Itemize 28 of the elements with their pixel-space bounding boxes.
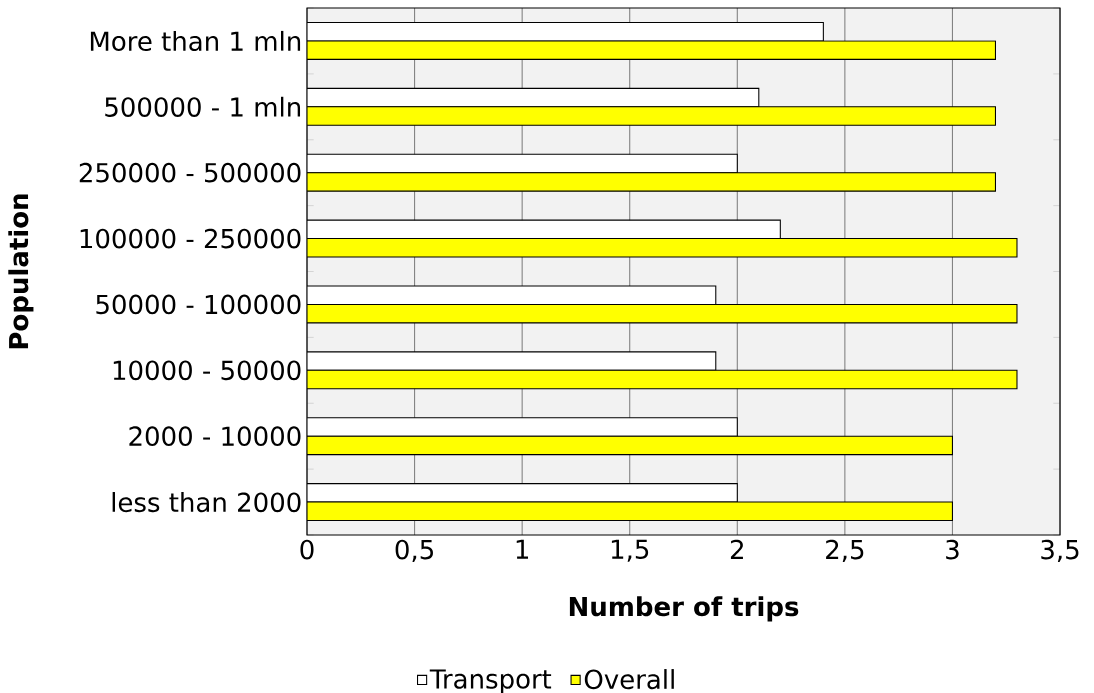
x-tick-label: 3 [946, 539, 959, 560]
y-tick-label: More than 1 mln [90, 30, 301, 52]
x-tick-label: 1,5 [611, 539, 649, 562]
bar [307, 40, 997, 60]
y-tick-label: 2000 - 10000 [129, 426, 301, 447]
bar [307, 106, 997, 126]
x-axis-title: Number of trips [569, 596, 799, 622]
y-tick-label: 250000 - 500000 [79, 162, 301, 183]
bar [307, 238, 1018, 258]
y-tick-label: 500000 - 1 mln [105, 96, 301, 117]
x-tick-label: 0,5 [395, 539, 433, 563]
y-tick-label: 100000 - 250000 [80, 228, 301, 249]
bar [307, 501, 953, 522]
legend-label: Overall [584, 669, 674, 690]
x-tick-label: 2 [730, 539, 743, 560]
x-tick-label: 2,5 [826, 539, 864, 563]
legend-label: Transport [429, 669, 552, 693]
bar [307, 435, 953, 456]
y-tick-label: less than 2000 [112, 492, 301, 513]
bar [307, 369, 1018, 390]
x-tick-label: 1 [516, 539, 529, 559]
y-tick-label: 50000 - 100000 [96, 294, 301, 315]
y-axis-title: Population [8, 194, 34, 349]
x-tick-label: 3,5 [1041, 539, 1079, 563]
x-tick-label: 0 [300, 539, 314, 560]
bar [307, 303, 1018, 324]
bar [307, 172, 997, 192]
y-tick-label: 10000 - 50000 [113, 360, 301, 381]
